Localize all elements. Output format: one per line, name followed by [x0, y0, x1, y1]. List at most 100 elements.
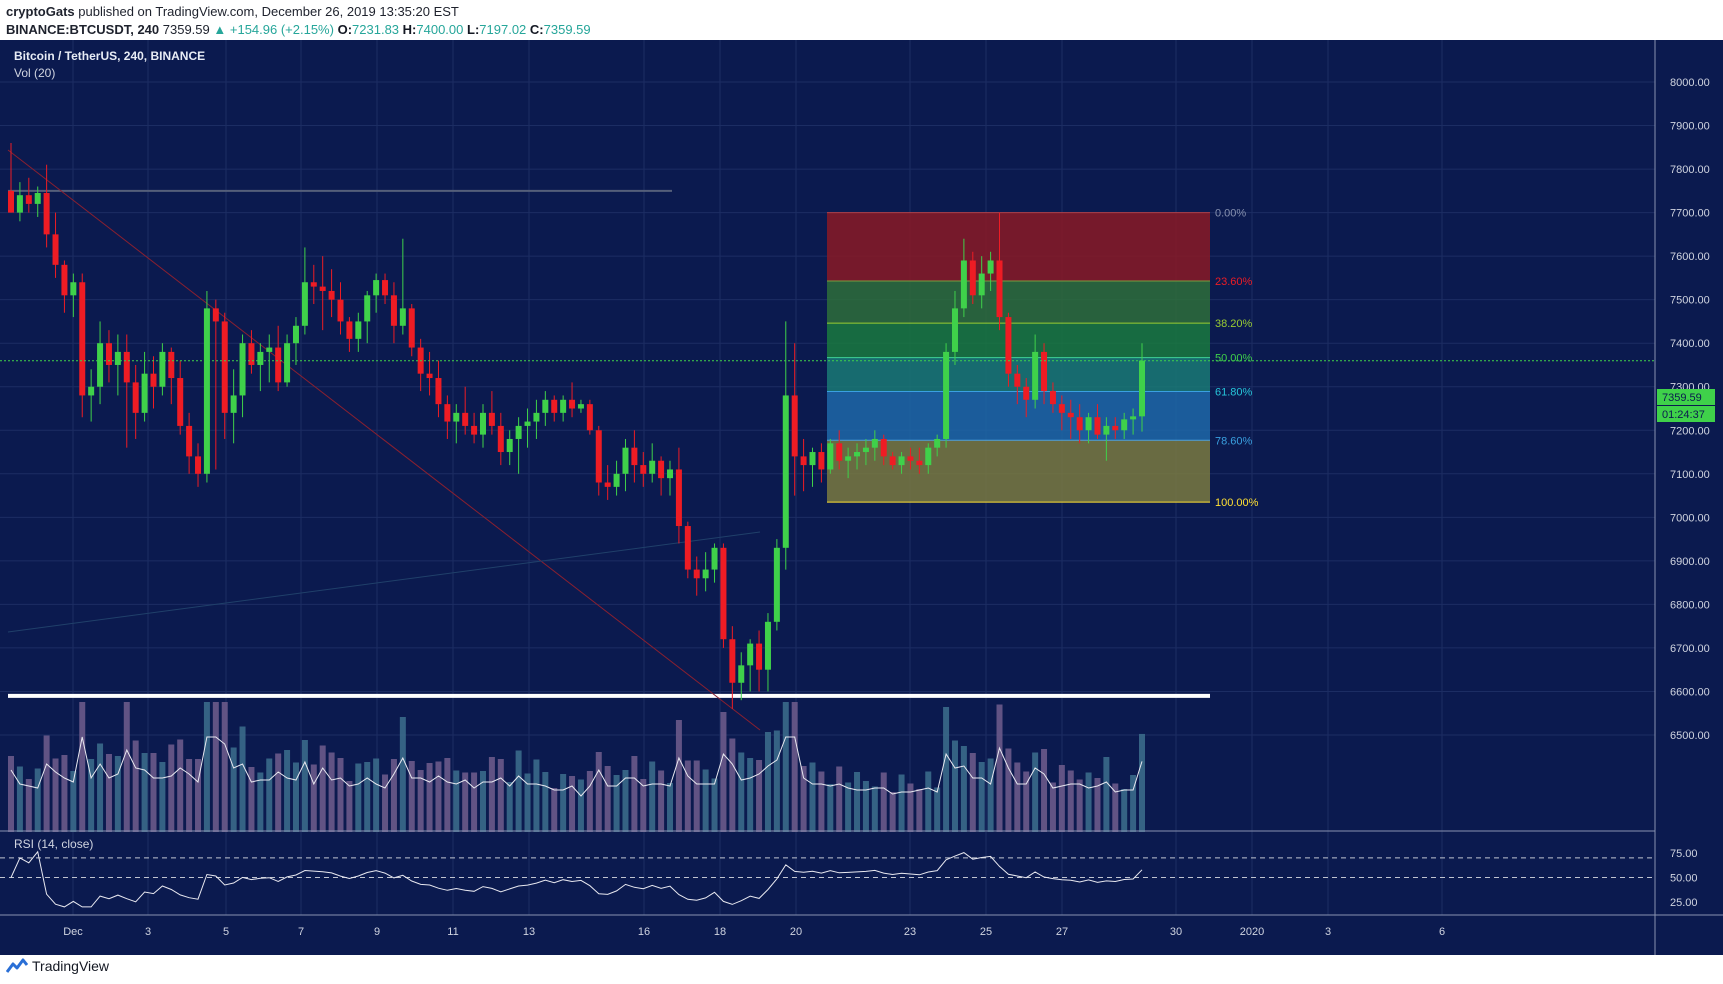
- volume-bar: [604, 766, 611, 832]
- candle-body: [88, 386, 95, 396]
- price-chart[interactable]: 0.00% 23.60% 38.20% 50.00% 61.80% 78.60% 100.0…: [0, 40, 1723, 955]
- candle-body: [773, 547, 780, 622]
- volume-bar: [871, 786, 878, 832]
- candle-body: [1139, 360, 1145, 417]
- volume-bar: [622, 770, 629, 832]
- volume-bar: [658, 770, 665, 832]
- candle-body: [399, 308, 406, 326]
- candle-body: [533, 412, 540, 422]
- candle-body: [916, 460, 923, 466]
- candle-body: [426, 373, 433, 379]
- tradingview-footer[interactable]: TradingView: [6, 958, 109, 974]
- candle-body: [61, 264, 68, 296]
- volume-bar: [649, 761, 656, 832]
- candle-body: [800, 456, 807, 466]
- volume-bar: [114, 756, 121, 832]
- volume-bar: [1041, 749, 1048, 832]
- open-label: O:: [337, 22, 353, 37]
- volume-bar: [969, 753, 976, 832]
- time-tick-label: 23: [904, 926, 916, 938]
- price-axis[interactable]: 8000.00 7900.00 7800.00 7700.00 7600.00 7500.…: [1670, 77, 1710, 742]
- candle-body: [836, 443, 843, 461]
- candle-body: [880, 438, 887, 457]
- volume-bar: [88, 759, 95, 832]
- volume-bar: [693, 760, 700, 832]
- fib-zone: [827, 391, 1210, 441]
- time-tick-label: 20: [790, 926, 802, 938]
- volume-bar: [1014, 762, 1021, 832]
- volume-bar: [764, 732, 771, 832]
- volume-bar: [907, 783, 914, 832]
- fib-level-label: 23.60%: [1215, 276, 1253, 288]
- candle-body: [453, 412, 460, 422]
- candle-body: [506, 438, 513, 453]
- volume-bar: [471, 772, 478, 832]
- horizontal-lines[interactable]: [8, 189, 1210, 698]
- time-axis[interactable]: Dec 3 5 7 9 11 13 16 18 20 23 25 27 30 2020 3 6: [63, 926, 1445, 938]
- time-tick-label: 6: [1439, 926, 1445, 938]
- candle-body: [756, 643, 763, 670]
- candle-body: [1032, 351, 1039, 400]
- candle-body: [150, 373, 157, 387]
- candle-body: [239, 343, 246, 396]
- fib-level-label: 38.20%: [1215, 318, 1253, 330]
- volume-bar: [551, 788, 558, 832]
- trend-line-up[interactable]: [7, 531, 761, 633]
- volume-bar: [239, 726, 246, 832]
- volume-bar: [827, 784, 834, 832]
- candle-body: [1005, 317, 1012, 374]
- volume-bar: [809, 762, 816, 832]
- candle-body: [524, 421, 531, 426]
- volume-bar: [417, 770, 424, 832]
- candle-body: [613, 473, 620, 487]
- candle-body: [266, 347, 273, 352]
- volume-label: Vol (20): [14, 66, 55, 80]
- volume-bar: [212, 702, 219, 832]
- volume-bar: [862, 781, 869, 832]
- volume-bar: [515, 750, 522, 832]
- candle-body: [355, 321, 362, 339]
- price-tick-label: 6700.00: [1670, 643, 1710, 655]
- time-tick-label: 11: [447, 926, 458, 938]
- volume-bar: [168, 744, 175, 832]
- candle-body: [364, 295, 371, 322]
- volume-bar: [1058, 765, 1065, 832]
- rsi-label: RSI (14, close): [14, 837, 93, 851]
- rsi-tick-label: 50.00: [1670, 873, 1698, 885]
- candle-body: [408, 308, 415, 348]
- candle-body: [720, 547, 727, 640]
- volume-bar: [132, 740, 139, 832]
- volume-bar: [70, 771, 77, 832]
- price-tick-label: 7500.00: [1670, 295, 1710, 307]
- candle-body: [390, 295, 397, 326]
- volume-bar: [43, 735, 50, 832]
- volume-bar: [150, 753, 157, 832]
- volume-bar: [782, 702, 789, 832]
- publisher-name[interactable]: cryptoGats: [6, 4, 75, 19]
- time-tick-label: 16: [638, 926, 650, 938]
- volume-bar: [996, 704, 1003, 832]
- volume-bar: [729, 738, 736, 832]
- volume-bar: [346, 781, 353, 832]
- candle-body: [871, 438, 878, 448]
- candle-body: [862, 447, 869, 453]
- candle-body: [177, 378, 184, 426]
- trend-line-down[interactable]: [7, 149, 761, 731]
- close-label: C:: [529, 22, 544, 37]
- price-tick-label: 7700.00: [1670, 208, 1710, 220]
- candle-body: [658, 460, 665, 479]
- volume-bar: [61, 755, 68, 832]
- candle-body: [284, 343, 291, 383]
- candle-body: [346, 321, 353, 339]
- volume-bar: [497, 759, 504, 832]
- volume-bar: [177, 739, 184, 832]
- price-tick-label: 7800.00: [1670, 164, 1710, 176]
- fib-zone: [827, 280, 1210, 324]
- volume-bar: [266, 758, 273, 832]
- candle-body: [515, 425, 522, 439]
- time-tick-label: 27: [1056, 926, 1068, 938]
- candle-body: [640, 465, 647, 474]
- price-tick-label: 7600.00: [1670, 251, 1710, 263]
- time-tick-label: Dec: [63, 926, 83, 938]
- price-tag-bg: [1657, 389, 1715, 405]
